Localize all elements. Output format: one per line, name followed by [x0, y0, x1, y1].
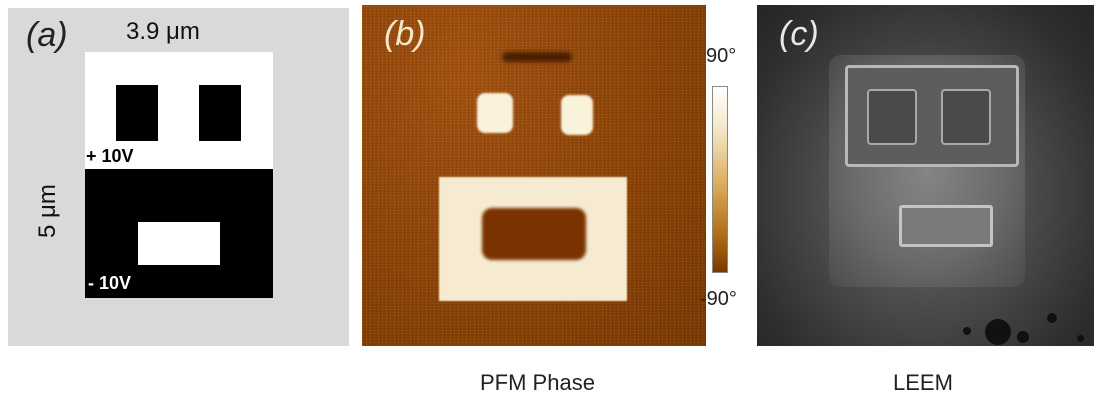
panel-b-label: (b)	[384, 15, 426, 53]
width-dimension-label: 3.9 μm	[126, 18, 200, 45]
pfm-dark-streak	[502, 52, 572, 62]
panel-c-leem-image: (c)	[757, 5, 1094, 346]
height-dimension-label: 5 μm	[34, 184, 61, 238]
mouth-rectangle	[138, 222, 220, 265]
leem-mouth	[899, 205, 993, 247]
leem-caption: LEEM	[893, 370, 953, 395]
pfm-mouth-hole	[482, 208, 586, 260]
leem-crater	[1077, 335, 1084, 342]
positive-voltage-label: + 10V	[86, 146, 134, 166]
colorbar-max-label: 90°	[706, 45, 737, 67]
panel-c-label: (c)	[779, 15, 819, 53]
pfm-phase-caption: PFM Phase	[480, 370, 595, 395]
leem-crater	[963, 327, 971, 335]
panel-a-label: (a)	[26, 16, 68, 54]
phase-colorbar	[712, 86, 728, 273]
poling-pattern	[85, 52, 273, 298]
pfm-right-eye	[561, 95, 593, 135]
left-eye-square	[116, 85, 158, 141]
negative-region	[85, 169, 273, 298]
negative-voltage-label: - 10V	[88, 273, 132, 293]
leem-crater	[1017, 331, 1029, 343]
positive-region	[85, 52, 273, 169]
right-eye-square	[199, 85, 241, 141]
leem-left-eye	[867, 89, 917, 145]
panel-b-pfm-image: (b)	[362, 5, 706, 346]
leem-crater	[985, 319, 1011, 345]
pfm-left-eye	[477, 93, 513, 133]
panel-a-schematic: (a) 3.9 μm 5 μm + 10V - 10V	[8, 8, 349, 346]
leem-right-eye	[941, 89, 991, 145]
colorbar-min-label: -90°	[700, 288, 737, 310]
leem-crater	[1047, 313, 1057, 323]
